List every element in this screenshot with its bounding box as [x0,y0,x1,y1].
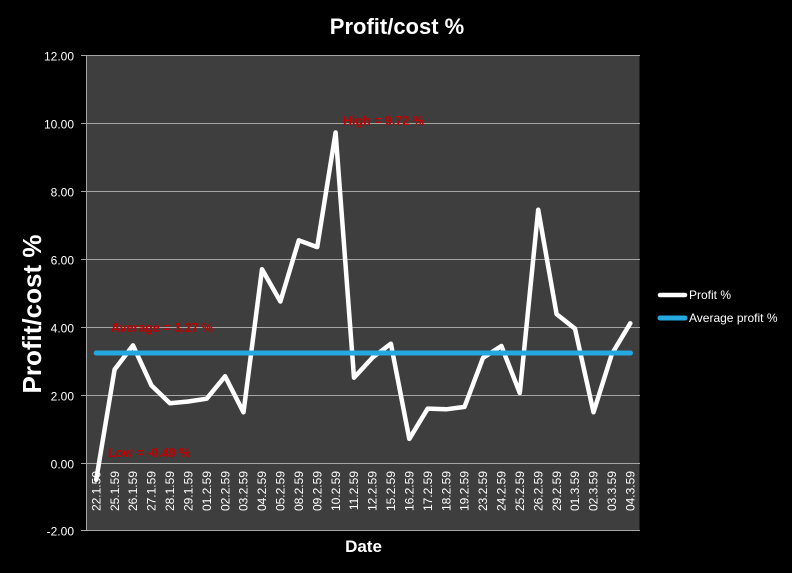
svg-text:-2.00: -2.00 [47,525,75,539]
svg-text:10.2.59: 10.2.59 [329,471,343,511]
svg-text:25.2.59: 25.2.59 [513,471,527,511]
svg-text:04.3.59: 04.3.59 [624,471,638,511]
svg-text:8.00: 8.00 [51,186,75,200]
svg-text:23.2.59: 23.2.59 [476,471,490,511]
svg-text:Low = -0.49 %: Low = -0.49 % [108,446,190,460]
svg-text:18.2.59: 18.2.59 [439,471,453,511]
svg-text:2.00: 2.00 [51,390,75,404]
svg-text:26.2.59: 26.2.59 [531,471,545,511]
svg-text:19.2.59: 19.2.59 [458,471,472,511]
svg-text:High = 9.72 %: High = 9.72 % [343,114,424,128]
svg-text:6.00: 6.00 [51,254,75,268]
svg-text:22.1.59: 22.1.59 [89,471,103,511]
svg-text:03.2.59: 03.2.59 [237,471,251,511]
svg-text:04.2.59: 04.2.59 [255,471,269,511]
svg-text:4.00: 4.00 [51,322,75,336]
svg-text:01.3.59: 01.3.59 [568,471,582,511]
svg-text:16.2.59: 16.2.59 [403,471,417,511]
svg-text:Average = 3.27 %: Average = 3.27 % [111,321,213,335]
svg-text:12.2.59: 12.2.59 [366,471,380,511]
svg-text:Profit %: Profit % [689,288,731,302]
svg-text:01.2.59: 01.2.59 [200,471,214,511]
svg-text:24.2.59: 24.2.59 [495,471,509,511]
svg-text:15.2.59: 15.2.59 [384,471,398,511]
svg-text:29.2.59: 29.2.59 [550,471,564,511]
svg-text:Average profit %: Average profit % [689,311,778,325]
svg-text:12.00: 12.00 [44,50,74,64]
svg-text:25.1.59: 25.1.59 [108,471,122,511]
svg-text:08.2.59: 08.2.59 [292,471,306,511]
svg-text:Profit/cost %: Profit/cost % [330,14,464,39]
svg-text:02.2.59: 02.2.59 [218,471,232,511]
svg-text:05.2.59: 05.2.59 [274,471,288,511]
svg-text:26.1.59: 26.1.59 [126,471,140,511]
svg-text:Profit/cost %: Profit/cost % [17,235,47,394]
svg-text:10.00: 10.00 [44,118,74,132]
svg-text:0.00: 0.00 [51,458,75,472]
svg-text:09.2.59: 09.2.59 [310,471,324,511]
svg-text:28.1.59: 28.1.59 [163,471,177,511]
svg-text:17.2.59: 17.2.59 [421,471,435,511]
svg-text:02.3.59: 02.3.59 [587,471,601,511]
svg-text:Date: Date [345,537,382,556]
svg-text:29.1.59: 29.1.59 [182,471,196,511]
svg-text:11.2.59: 11.2.59 [347,471,361,510]
svg-text:27.1.59: 27.1.59 [145,471,159,511]
svg-text:03.3.59: 03.3.59 [605,471,619,511]
